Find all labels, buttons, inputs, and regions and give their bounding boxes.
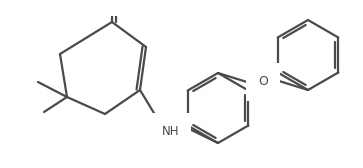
Text: NH: NH	[162, 125, 179, 138]
Text: O: O	[258, 75, 268, 88]
Text: O: O	[107, 0, 117, 3]
